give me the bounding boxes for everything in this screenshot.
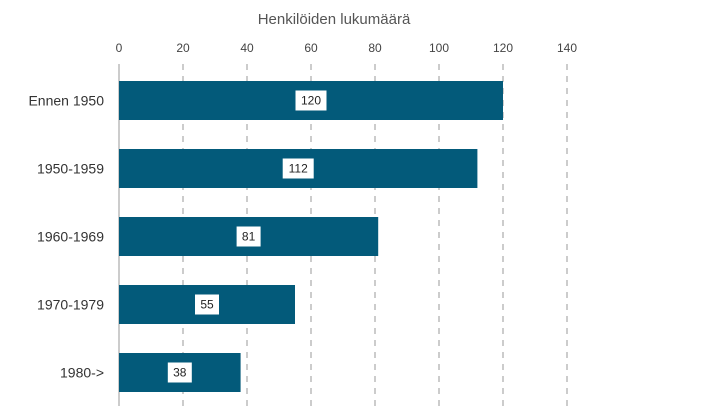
x-tick-label: 0: [116, 41, 123, 55]
data-label-box: [236, 226, 261, 247]
category-label: 1980->: [60, 365, 104, 381]
x-tick-label: 60: [304, 41, 318, 55]
x-tick-label: 20: [176, 41, 190, 55]
data-label-box: [295, 90, 327, 111]
x-tick-labels: 0 20 40 60 80 100 120 140: [116, 41, 578, 55]
data-label: 81: [242, 230, 256, 244]
bars: 120 112 81 55 38: [119, 81, 503, 392]
data-label: 55: [200, 298, 214, 312]
data-label: 112: [289, 162, 308, 176]
x-tick-label: 120: [493, 41, 513, 55]
category-label: Ennen 1950: [28, 93, 104, 109]
x-tick-label: 40: [240, 41, 254, 55]
category-label: 1970-1979: [37, 297, 104, 313]
x-tick-label: 80: [368, 41, 382, 55]
data-label-box: [167, 362, 192, 383]
x-tick-label: 140: [557, 41, 577, 55]
category-label: 1950-1959: [37, 161, 104, 177]
axis-title: Henkilöiden lukumäärä: [258, 11, 411, 28]
x-tick-label: 100: [429, 41, 449, 55]
data-label-box: [282, 158, 314, 179]
data-label-box: [195, 294, 219, 315]
category-label: 1960-1969: [37, 229, 104, 245]
data-label: 120: [301, 94, 321, 108]
category-labels: Ennen 1950 1950-1959 1960-1969 1970-1979 198…: [28, 93, 104, 381]
data-label: 38: [173, 366, 187, 380]
